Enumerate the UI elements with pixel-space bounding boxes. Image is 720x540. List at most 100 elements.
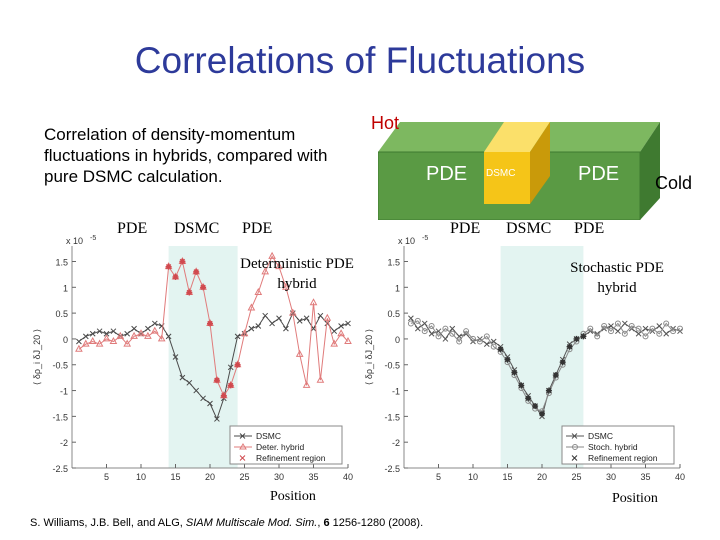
series-point-0 (165, 333, 172, 340)
series-point-2 (566, 343, 573, 350)
series-point-1 (587, 325, 594, 332)
right-plot-region-pde-2: PDE (574, 220, 605, 237)
x-tick-label: 5 (436, 472, 441, 482)
series-point-2 (580, 333, 587, 340)
series-point-1 (614, 320, 621, 327)
left-xlabel: Position (270, 489, 316, 504)
series-point-0 (642, 325, 649, 332)
dsmc-slab-front (484, 152, 530, 204)
x-tick-label: 30 (606, 472, 616, 482)
series-point-1 (344, 336, 352, 345)
series-point-1 (476, 338, 483, 345)
x-tick-label: 15 (502, 472, 512, 482)
series-point-1 (483, 333, 490, 340)
citation: S. Williams, J.B. Bell, and ALG, SIAM Mu… (30, 517, 423, 529)
legend-label: Refinement region (588, 453, 658, 463)
series-point-2 (193, 268, 200, 275)
description-text: Correlation of density-momentum fluctuat… (44, 125, 328, 186)
y-tick-label: -0.5 (384, 361, 400, 371)
series-point-2 (213, 377, 220, 384)
legend-label: Refinement region (256, 453, 326, 463)
series-point-1 (75, 344, 83, 352)
x-tick-label: 15 (170, 472, 180, 482)
y-tick-label: -1 (60, 387, 68, 397)
y-tick-label: 0.5 (55, 309, 68, 319)
series-point-2 (220, 392, 227, 399)
series-line-1 (78, 255, 349, 397)
series-point-0 (635, 330, 642, 337)
series-point-1 (656, 330, 663, 337)
series-point-2 (504, 356, 511, 363)
x-tick-label: 30 (274, 472, 284, 482)
y-axis-label: ⟨ δρ_i δJ_20 ⟩ (32, 329, 42, 385)
series-point-1 (456, 338, 463, 345)
series-point-0 (317, 312, 324, 319)
series-point-1 (323, 313, 332, 321)
series-point-2 (200, 284, 207, 291)
series-point-0 (110, 328, 117, 335)
series-point-1 (144, 331, 152, 339)
cold-label: Cold (655, 173, 693, 193)
series-point-2 (179, 258, 186, 265)
series-point-1 (81, 339, 90, 347)
series-point-0 (96, 328, 103, 335)
legend-marker (239, 455, 246, 461)
hot-label: Hot (371, 113, 400, 133)
left-plot-region-dsmc: DSMC (174, 220, 220, 237)
series-point-2 (497, 346, 504, 353)
box-left-pde-label: PDE (426, 163, 467, 185)
series-point-2 (532, 403, 539, 410)
series-point-1 (594, 333, 601, 340)
series-point-0 (608, 323, 614, 329)
series-point-0 (207, 400, 213, 407)
series-point-0 (276, 315, 282, 322)
series-point-1 (95, 339, 104, 347)
box-right-face (640, 122, 660, 220)
right-chart: 1.5 1 0.5 0 -0.5 -1 -1.5 -2 -2.5 5 10 15 20 25 30 35 40 x… (364, 235, 685, 482)
series-point-0 (234, 333, 241, 340)
right-xlabel: Position (612, 491, 658, 506)
dsmc-slab-top (484, 122, 550, 152)
series-point-1 (670, 328, 677, 335)
slide-title: Correlations of Fluctuations (134, 40, 586, 81)
series-point-1 (316, 375, 325, 383)
series-point-1 (649, 325, 656, 332)
series-point-0 (296, 318, 303, 324)
x-tick-label: 40 (343, 472, 353, 482)
series-point-0 (621, 320, 628, 327)
y-tick-label: -2.5 (384, 464, 400, 474)
left-chart: 1.5 1 0.5 0 -0.5 -1 -1.5 -2 -2.5 5 10 15 20 25 30 35 40 x… (32, 235, 353, 482)
x-tick-label: 25 (571, 472, 581, 482)
y-tick-label: -1.5 (52, 412, 68, 422)
legend-marker (239, 433, 246, 439)
series-point-1 (628, 323, 635, 330)
series-point-2 (559, 359, 566, 366)
series-point-1 (247, 303, 256, 311)
stochastic-annotation: Stochastic PDE hybrid (570, 260, 664, 296)
dsmc-slab-side (530, 122, 550, 204)
y-tick-label: -2.5 (52, 464, 68, 474)
x-tick-label: 35 (308, 472, 318, 482)
left-plot-region-pde-2: PDE (242, 220, 273, 237)
series-point-1 (309, 298, 318, 306)
series-point-1 (254, 287, 263, 295)
series-point-0 (89, 330, 96, 337)
legend-box (229, 425, 343, 465)
series-point-1 (330, 339, 339, 347)
series-point-0 (214, 416, 220, 422)
series-point-0 (131, 325, 137, 332)
series-point-0 (663, 330, 670, 337)
legend-label: Stoch. hybrid (588, 442, 638, 452)
series-point-0 (124, 330, 131, 337)
series-point-1 (642, 333, 649, 340)
series-point-1 (275, 262, 283, 270)
series-point-2 (227, 382, 234, 389)
x-tick-label: 35 (640, 472, 650, 482)
series-point-0 (414, 325, 421, 332)
y-scale-exponent: -5 (90, 235, 96, 242)
deterministic-annotation: Deterministic PDE hybrid (240, 256, 354, 292)
series-point-0 (283, 325, 289, 332)
series-point-1 (463, 328, 470, 335)
legend-marker (572, 444, 578, 450)
series-point-0 (303, 315, 310, 322)
